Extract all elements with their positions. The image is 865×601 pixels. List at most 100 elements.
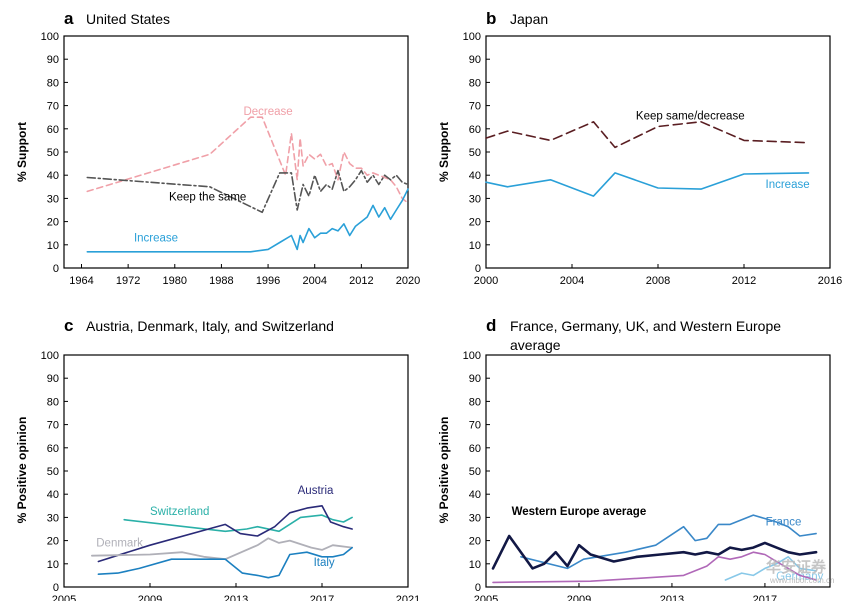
x-tick-label: 1964 bbox=[69, 275, 93, 287]
panel-a-letter: a bbox=[64, 9, 74, 28]
x-tick-label: 2009 bbox=[567, 594, 591, 601]
watermark-text: 华安证券 bbox=[766, 558, 827, 576]
series-label-keep-same-decrease: Keep same/decrease bbox=[636, 111, 745, 123]
y-tick-label: 10 bbox=[469, 240, 481, 252]
y-tick-label: 40 bbox=[47, 489, 59, 501]
panel-c-letter: c bbox=[64, 316, 73, 335]
panel-d-y-axis-label: % Positive opinion bbox=[437, 417, 451, 524]
y-tick-label: 30 bbox=[47, 512, 59, 524]
series-line-germany bbox=[724, 555, 817, 581]
series-line-france bbox=[520, 514, 817, 570]
y-tick-label: 60 bbox=[47, 443, 59, 455]
series-label-decrease: Decrease bbox=[243, 106, 292, 118]
watermark: 华安证券 www.hibor.com.cn bbox=[766, 558, 834, 585]
panel-b: b Japan % Support 0 10 20 30 40 50 60 70 80 90 100… bbox=[437, 9, 842, 287]
y-tick-label: 60 bbox=[469, 443, 481, 455]
panel-a: a United States % Support 0 10 20 30 40 50 60 7… bbox=[15, 9, 420, 287]
y-tick-label: 70 bbox=[47, 420, 59, 432]
series-label-france: France bbox=[766, 517, 802, 529]
y-tick-label: 30 bbox=[469, 512, 481, 524]
y-tick-label: 50 bbox=[47, 147, 59, 159]
y-tick-label: 10 bbox=[47, 559, 59, 571]
y-tick-label: 80 bbox=[469, 77, 481, 89]
x-tick-label: 2005 bbox=[52, 594, 76, 601]
series-line-italy bbox=[97, 546, 353, 579]
y-tick-label: 20 bbox=[47, 536, 59, 548]
y-tick-label: 90 bbox=[469, 54, 481, 66]
panel-a-title: United States bbox=[86, 11, 170, 27]
y-tick-label: 0 bbox=[475, 263, 481, 275]
series-line-keep-the-same bbox=[86, 169, 409, 214]
x-tick-label: 2020 bbox=[396, 275, 420, 287]
series-label-increase: Increase bbox=[134, 232, 178, 244]
y-tick-label: 100 bbox=[41, 350, 59, 362]
series-line-increase bbox=[485, 172, 810, 197]
series-line-western-europe-average bbox=[491, 534, 818, 570]
panel-d-title-line-1: France, Germany, UK, and Western Europe bbox=[510, 318, 781, 334]
series-label-keep-the-same: Keep the same bbox=[169, 192, 246, 204]
y-tick-label: 40 bbox=[469, 489, 481, 501]
series-line-keep-same-decrease bbox=[485, 121, 810, 149]
y-tick-label: 100 bbox=[41, 31, 59, 43]
y-tick-label: 10 bbox=[47, 240, 59, 252]
series-label-increase: Increase bbox=[766, 179, 810, 191]
x-tick-label: 2012 bbox=[732, 275, 756, 287]
y-tick-label: 0 bbox=[53, 582, 59, 594]
y-tick-label: 20 bbox=[469, 536, 481, 548]
y-tick-label: 80 bbox=[469, 396, 481, 408]
x-tick-label: 2021 bbox=[396, 594, 420, 601]
y-tick-label: 30 bbox=[47, 193, 59, 205]
x-tick-label: 2017 bbox=[310, 594, 334, 601]
y-tick-label: 70 bbox=[469, 420, 481, 432]
series-line-austria bbox=[97, 504, 353, 563]
y-tick-label: 50 bbox=[47, 466, 59, 478]
y-tick-label: 0 bbox=[475, 582, 481, 594]
x-tick-label: 1980 bbox=[163, 275, 187, 287]
x-tick-label: 2012 bbox=[349, 275, 373, 287]
x-tick-label: 2008 bbox=[646, 275, 670, 287]
panel-a-y-axis-label: % Support bbox=[15, 122, 29, 182]
y-tick-label: 20 bbox=[47, 217, 59, 229]
series-line-unlabeled bbox=[492, 551, 817, 584]
series-label-germany: Germany bbox=[776, 571, 824, 583]
panel-b-plot: 0 10 20 30 40 50 60 70 80 90 100 2000 2004 2008 2012 20… bbox=[463, 31, 843, 287]
panel-d-letter: d bbox=[486, 316, 496, 335]
x-tick-label: 2004 bbox=[302, 275, 326, 287]
panel-c-y-axis-label: % Positive opinion bbox=[15, 417, 29, 524]
y-tick-label: 90 bbox=[47, 373, 59, 385]
panel-d-title-line-2: average bbox=[510, 337, 561, 353]
series-line-increase bbox=[86, 188, 409, 253]
x-tick-label: 2005 bbox=[474, 594, 498, 601]
x-tick-label: 2009 bbox=[138, 594, 162, 601]
panel-d: d France, Germany, UK, and Western Europ… bbox=[437, 316, 831, 601]
y-tick-label: 0 bbox=[53, 263, 59, 275]
panel-c-plot: 0 10 20 30 40 50 60 70 80 90 100 2005 2009 2013 2017 20… bbox=[41, 350, 421, 601]
y-tick-label: 100 bbox=[463, 31, 481, 43]
y-tick-label: 40 bbox=[47, 170, 59, 182]
y-tick-label: 30 bbox=[469, 193, 481, 205]
series-label-denmark: Denmark bbox=[96, 537, 143, 549]
y-tick-label: 50 bbox=[469, 466, 481, 478]
x-tick-label: 1988 bbox=[209, 275, 233, 287]
panel-c-title: Austria, Denmark, Italy, and Switzerland bbox=[86, 318, 334, 334]
y-tick-label: 100 bbox=[463, 350, 481, 362]
y-tick-label: 40 bbox=[469, 170, 481, 182]
y-tick-label: 50 bbox=[469, 147, 481, 159]
x-tick-label: 2013 bbox=[224, 594, 248, 601]
panel-d-plot: 0 10 20 30 40 50 60 70 80 90 100 2005 2009 2013 2017 Fr… bbox=[463, 350, 831, 601]
y-tick-label: 20 bbox=[469, 217, 481, 229]
panel-c: c Austria, Denmark, Italy, and Switzerla… bbox=[15, 316, 420, 601]
series-label-western-europe-average: Western Europe average bbox=[512, 506, 647, 518]
panel-b-y-axis-label: % Support bbox=[437, 122, 451, 182]
watermark-subtext: www.hibor.com.cn bbox=[769, 576, 834, 585]
x-tick-label: 2000 bbox=[474, 275, 498, 287]
x-tick-label: 2013 bbox=[660, 594, 684, 601]
y-tick-label: 80 bbox=[47, 396, 59, 408]
panel-b-letter: b bbox=[486, 9, 496, 28]
series-label-switzerland: Switzerland bbox=[150, 506, 209, 518]
y-tick-label: 60 bbox=[469, 124, 481, 136]
series-label-italy: Italy bbox=[314, 557, 335, 569]
series-line-denmark bbox=[91, 537, 354, 561]
x-tick-label: 2004 bbox=[560, 275, 584, 287]
